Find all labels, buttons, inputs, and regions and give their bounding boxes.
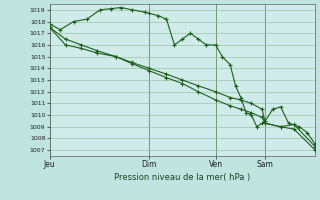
X-axis label: Pression niveau de la mer( hPa ): Pression niveau de la mer( hPa ) (114, 173, 251, 182)
